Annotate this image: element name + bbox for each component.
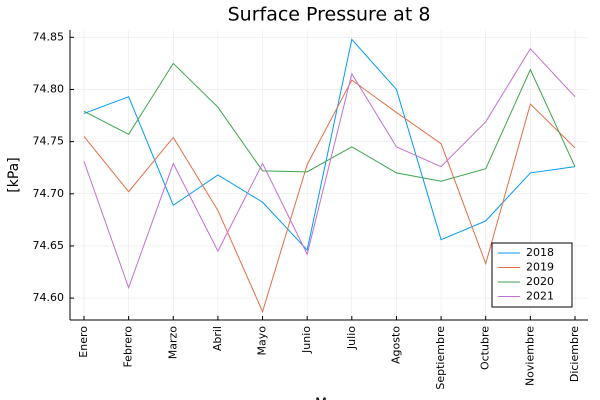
legend-label: 2020 [526, 275, 554, 288]
legend-label: 2018 [526, 246, 554, 259]
x-tick-label: Agosto [389, 326, 402, 364]
x-tick-label: Marzo [166, 326, 179, 360]
line [83, 62, 576, 182]
x-tick-label: Diciembre [568, 326, 581, 382]
y-tick-label: 74.85 [33, 30, 65, 43]
legend-label: 2019 [526, 261, 554, 274]
x-tick-label: Mayo [256, 326, 269, 356]
y-tick-label: 74.75 [33, 135, 65, 148]
line [83, 38, 576, 252]
x-tick-label: Julio [345, 326, 358, 350]
y-tick-label: 74.65 [33, 239, 65, 252]
y-tick-label: 74.60 [33, 291, 65, 304]
x-tick-label: Junio [300, 326, 313, 354]
chart-title: Surface Pressure at 8 [228, 4, 431, 26]
x-tick-label: Enero [77, 326, 90, 358]
y-tick-label: 74.70 [33, 187, 65, 200]
x-tick-label: Septiembre [434, 326, 447, 390]
x-tick-label: Octubre [479, 326, 492, 370]
y-tick-label: 74.80 [33, 82, 65, 95]
x-tick-label: Abril [211, 326, 224, 351]
legend-label: 2021 [526, 290, 554, 303]
y-axis-label: [kPa] [6, 157, 22, 192]
line [83, 47, 576, 290]
x-tick-label: Noviembre [523, 326, 536, 386]
line [83, 79, 576, 314]
x-axis-label: Mes [315, 396, 343, 400]
x-tick-label: Febrero [122, 326, 135, 368]
